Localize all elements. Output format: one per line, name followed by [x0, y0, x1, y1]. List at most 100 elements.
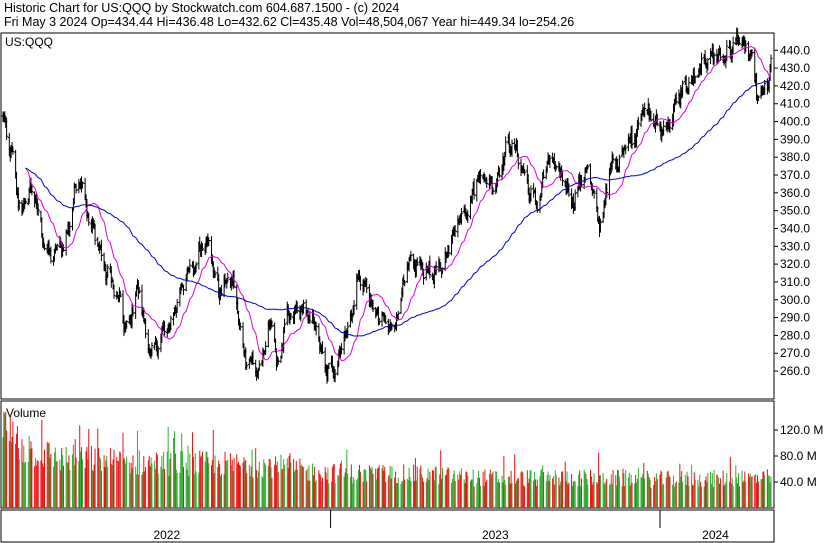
volume-bar: [754, 475, 756, 508]
volume-bar: [552, 478, 554, 508]
volume-bar: [359, 471, 361, 508]
volume-bar: [192, 456, 194, 508]
volume-bar: [275, 456, 277, 508]
volume-bar: [434, 467, 436, 508]
volume-bar: [763, 471, 765, 508]
volume-bar: [334, 483, 336, 508]
volume-bar: [718, 477, 720, 508]
volume-bar: [751, 476, 753, 508]
volume-bar: [365, 470, 367, 508]
volume-bar: [611, 484, 613, 508]
volume-bar: [262, 477, 264, 508]
volume-bar: [661, 471, 663, 508]
volume-bar: [423, 481, 425, 508]
volume-bar: [717, 475, 719, 508]
volume-bar: [281, 469, 283, 508]
volume-bar: [770, 476, 772, 508]
volume-bar: [722, 470, 724, 508]
volume-bar: [767, 475, 769, 508]
volume-bar: [293, 459, 295, 508]
volume-bar: [413, 464, 415, 508]
volume-bar: [660, 470, 662, 508]
volume-bar: [173, 431, 175, 508]
volume-bar: [414, 480, 416, 508]
volume-bar: [44, 449, 46, 508]
volume-bar: [312, 475, 314, 508]
price-tick-label: 370.0: [780, 168, 810, 182]
volume-bar: [157, 473, 159, 508]
volume-bar: [227, 459, 229, 508]
volume-bar: [691, 464, 693, 508]
volume-bar: [527, 482, 529, 508]
volume-bar: [680, 476, 682, 508]
volume-bar: [394, 477, 396, 508]
volume-bar: [117, 461, 119, 508]
volume-bar: [435, 466, 437, 508]
volume-bar: [496, 471, 498, 508]
volume-bar: [80, 451, 82, 508]
volume-bar: [580, 478, 582, 508]
volume-bar: [697, 479, 699, 508]
volume-bar: [408, 467, 410, 508]
volume-bar: [175, 469, 177, 508]
volume-bar: [91, 469, 93, 508]
volume-bar: [268, 458, 270, 508]
volume-bar: [540, 470, 542, 508]
volume-bar: [457, 474, 459, 508]
volume-bar: [391, 466, 393, 508]
volume-bar: [233, 458, 235, 508]
volume-bar: [583, 469, 585, 508]
volume-bar: [62, 454, 64, 508]
price-panel: [0, 32, 775, 400]
volume-bar: [384, 466, 386, 508]
volume-bar: [425, 481, 427, 508]
volume-bar: [737, 483, 739, 508]
volume-bar: [94, 448, 96, 508]
volume-bar: [479, 477, 480, 508]
volume-bar: [104, 467, 106, 508]
price-tick-label: 330.0: [780, 239, 810, 253]
volume-bar: [699, 474, 701, 508]
symbol-label: US:QQQ: [5, 35, 53, 49]
volume-bar: [453, 470, 455, 508]
volume-bar: [471, 479, 473, 508]
volume-bar: [732, 486, 734, 508]
volume-bar: [326, 479, 328, 508]
volume-bar: [616, 485, 618, 508]
volume-bar: [12, 421, 14, 508]
volume-bar: [90, 446, 92, 508]
volume-bar: [377, 467, 379, 508]
volume-bar: [338, 475, 340, 508]
volume-bar: [110, 464, 112, 508]
volume-bar: [598, 452, 600, 508]
volume-bar: [119, 452, 121, 508]
volume-bar: [143, 456, 145, 508]
volume-bar: [284, 465, 286, 508]
volume-bar: [107, 467, 109, 508]
volume-bar: [194, 453, 196, 508]
volume-bar: [562, 471, 564, 508]
date-axis: [0, 509, 775, 543]
volume-bar: [769, 482, 771, 508]
volume-bar: [105, 460, 107, 508]
volume-bar: [358, 469, 360, 508]
volume-bar: [390, 478, 392, 508]
volume-bar: [402, 481, 404, 508]
price-tick-label: 300.0: [780, 293, 810, 307]
volume-bar: [625, 470, 627, 508]
volume-bar: [258, 461, 260, 508]
volume-bar: [147, 460, 149, 508]
volume-bar: [208, 463, 210, 508]
volume-bar: [366, 481, 368, 508]
volume-bar: [395, 483, 397, 508]
volume-bar: [526, 470, 528, 508]
price-tick-label: 270.0: [780, 346, 810, 360]
volume-bar: [466, 472, 468, 508]
volume-bar: [340, 460, 342, 508]
volume-bar: [170, 453, 172, 508]
volume-bar: [244, 461, 246, 508]
volume-bar: [599, 475, 601, 508]
volume-bar: [179, 473, 181, 508]
volume-bar: [477, 477, 479, 508]
volume-bar: [515, 483, 517, 508]
